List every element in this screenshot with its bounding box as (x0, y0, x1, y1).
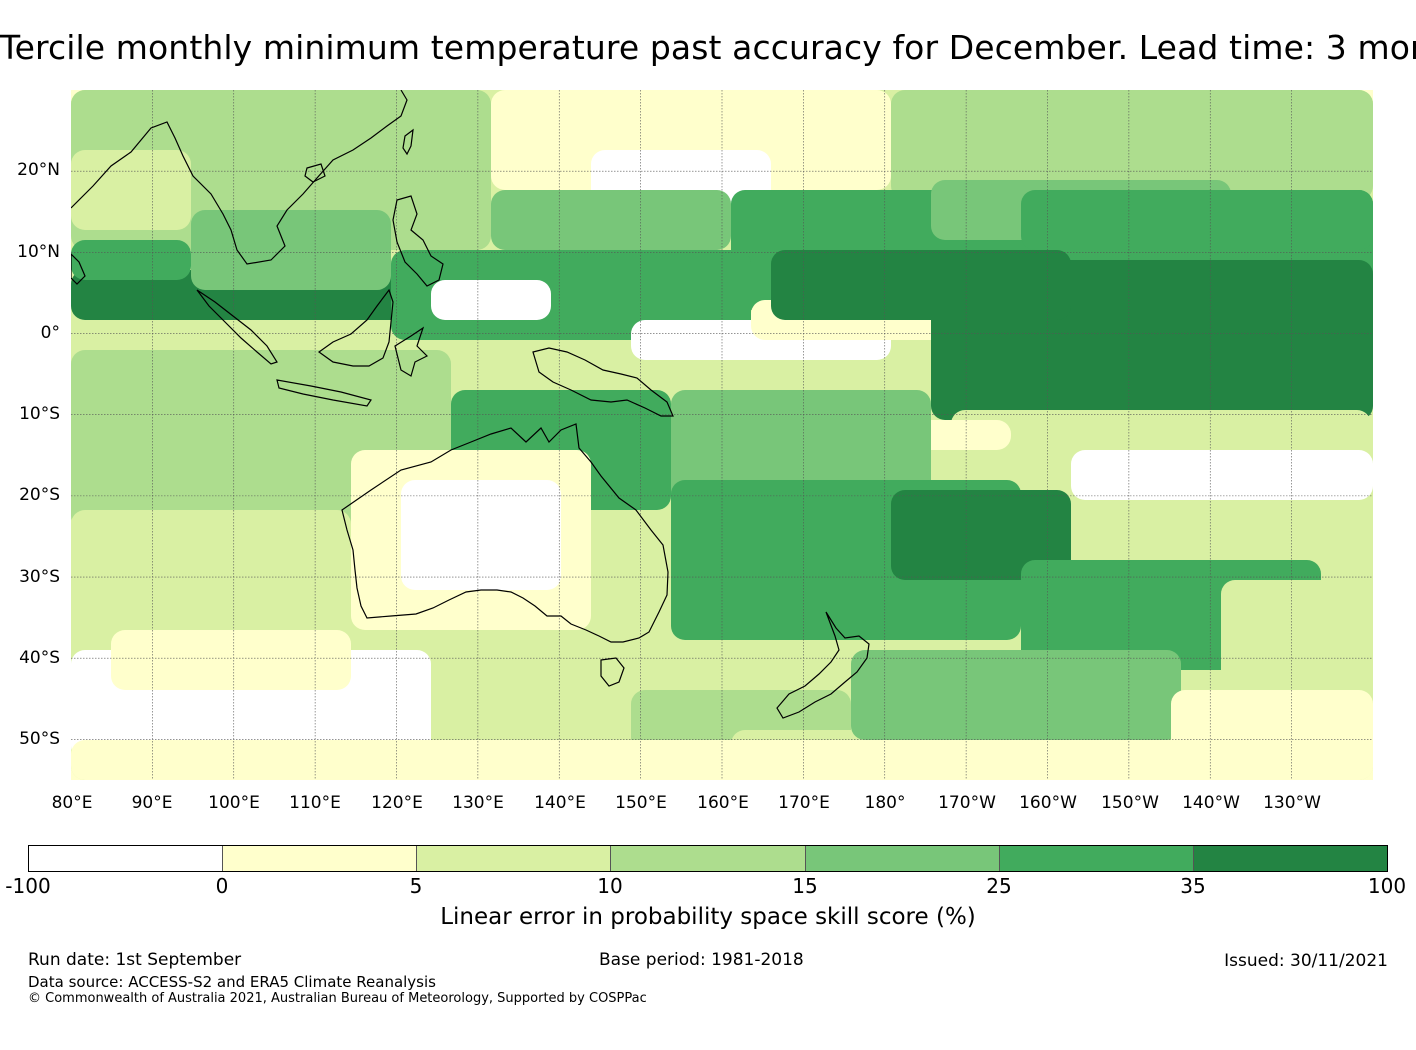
sri-lanka-coastline (71, 253, 86, 285)
skill-region (851, 650, 1181, 740)
philippines-coastline (392, 195, 444, 287)
skill-region (1171, 690, 1373, 780)
skill-region (71, 510, 351, 660)
new-zealand-coastline (776, 611, 870, 719)
lon-label-160w: 160°W (1019, 793, 1077, 813)
lon-label-140w: 140°W (1182, 793, 1240, 813)
australia-coastline (341, 423, 669, 643)
colorbar-tick: 35 (1180, 874, 1206, 898)
lon-label-110e: 110°E (289, 793, 341, 813)
data-source: Data source: ACCESS-S2 and ERA5 Climate … (28, 973, 436, 991)
skill-score-raster (71, 90, 1373, 780)
skill-region (71, 150, 191, 230)
colorbar-segment (29, 846, 224, 871)
colorbar-tick: 25 (986, 874, 1012, 898)
sumatra-coastline (196, 289, 278, 365)
colorbar-tick: -100 (5, 874, 51, 898)
skill-region (491, 190, 731, 250)
skill-region (1071, 450, 1373, 500)
lon-label-140e: 140°E (534, 793, 586, 813)
hainan-coastline (304, 163, 326, 183)
new-guinea-coastline (532, 347, 674, 417)
skill-region (431, 280, 551, 320)
lat-label-50s: 50°S (19, 729, 60, 749)
lat-label-20s: 20°S (19, 485, 60, 505)
lat-label-0: 0° (40, 323, 60, 343)
colorbar-segment (1193, 846, 1387, 871)
lat-label-30s: 30°S (19, 567, 60, 587)
colorbar-tick: 15 (792, 874, 818, 898)
lon-label-130e: 130°E (452, 793, 504, 813)
java-coastline (276, 379, 372, 407)
lon-label-80e: 80°E (51, 793, 93, 813)
lon-label-160e: 160°E (697, 793, 749, 813)
colorbar-segment (611, 846, 806, 871)
skill-region (1221, 580, 1373, 700)
lat-label-10n: 10°N (17, 242, 60, 262)
colorbar-segment (417, 846, 612, 871)
skill-region (891, 490, 1071, 580)
lat-label-40s: 40°S (19, 648, 60, 668)
lon-label-170e: 170°E (778, 793, 830, 813)
lon-label-90e: 90°E (131, 793, 173, 813)
lon-label-170w: 170°W (938, 793, 996, 813)
run-date: Run date: 1st September (28, 950, 242, 970)
copyright: © Commonwealth of Australia 2021, Austra… (28, 991, 647, 1006)
lat-label-10s: 10°S (19, 404, 60, 424)
lon-label-120e: 120°E (371, 793, 423, 813)
skill-region (891, 90, 1373, 200)
colorbar-segment (999, 846, 1194, 871)
issued-date: Issued: 30/11/2021 (1224, 951, 1388, 971)
tasmania-coastline (600, 657, 625, 687)
colorbar-segment (223, 846, 418, 871)
colorbar-tick: 0 (215, 874, 229, 898)
lon-label-150w: 150°W (1101, 793, 1159, 813)
skill-region (771, 250, 1071, 320)
borneo-coastline (317, 288, 394, 367)
skill-region (191, 210, 391, 290)
taiwan-coastline (402, 128, 414, 156)
skill-region (111, 630, 351, 690)
colorbar-tick: 5 (409, 874, 423, 898)
colorbar-tick: 100 (1367, 874, 1407, 898)
skill-score-map (71, 90, 1373, 780)
skill-region (1021, 190, 1373, 250)
colorbar-label: Linear error in probability space skill … (440, 904, 976, 930)
lat-label-20n: 20°N (17, 160, 60, 180)
base-period: Base period: 1981-2018 (599, 950, 804, 970)
colorbar-segment (805, 846, 1000, 871)
lon-label-100e: 100°E (208, 793, 260, 813)
sulawesi-coastline (394, 326, 429, 377)
colorbar (28, 845, 1388, 872)
skill-region (71, 240, 191, 280)
lon-label-180: 180° (864, 793, 906, 813)
mainland-asia-coastline (71, 90, 408, 265)
map-title: Tercile monthly minimum temperature past… (0, 28, 1416, 67)
lon-label-150e: 150°E (615, 793, 667, 813)
lon-label-130w: 130°W (1263, 793, 1321, 813)
skill-region (401, 480, 561, 590)
colorbar-tick: 10 (597, 874, 623, 898)
